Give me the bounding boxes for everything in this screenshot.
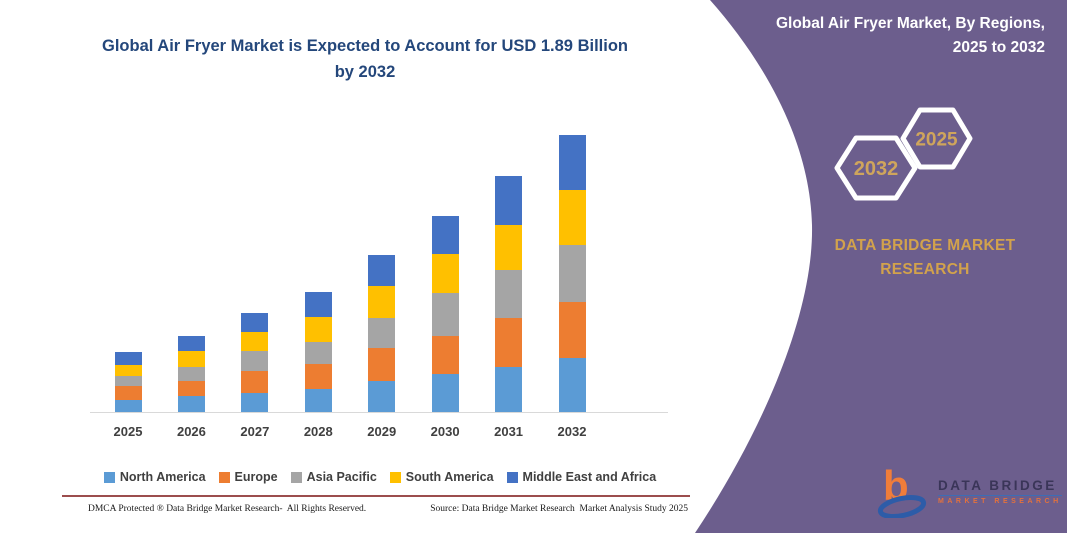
bar-segment-2027-asia-pacific (241, 350, 269, 371)
bar-segment-2028-europe (304, 363, 332, 389)
bar-segment-2031-europe (495, 318, 523, 367)
bar-segment-2032-asia-pacific (558, 245, 586, 303)
hexagon-2025 (900, 107, 973, 170)
x-axis-label-2028: 2028 (303, 424, 333, 439)
bar-segment-2032-europe (558, 302, 586, 358)
hexagon-2032 (834, 135, 918, 201)
footer-rule (62, 495, 690, 497)
hexagon-year-badges: 2032 2025 (834, 107, 973, 201)
legend-label: Middle East and Africa (522, 470, 657, 484)
legend-swatch-icon (218, 471, 230, 483)
bar-segment-2030-south-america (431, 253, 459, 294)
bar-2029 (368, 255, 396, 412)
bar-2028 (304, 291, 332, 412)
bar-2032 (558, 135, 586, 412)
bar-segment-2029-south-america (368, 286, 396, 319)
bar-segment-2026-middle-east-and-africa (177, 336, 205, 351)
x-axis-label-2030: 2030 (430, 424, 460, 439)
legend-item-south-america: South America (389, 470, 494, 484)
bar-segment-2029-north-america (368, 381, 396, 412)
dmca-notice: DMCA Protected ® Data Bridge Market Rese… (88, 504, 367, 514)
stacked-bar-plot (97, 120, 669, 412)
bar-segment-2031-north-america (495, 366, 523, 412)
panel-title: Global Air Fryer Market, By Regions, 202… (775, 15, 1045, 57)
bar-2030 (431, 215, 459, 412)
bar-segment-2028-south-america (304, 316, 332, 342)
legend-item-europe: Europe (218, 470, 278, 484)
legend-item-north-america: North America (103, 470, 206, 484)
bar-segment-2026-north-america (177, 395, 205, 412)
bar-segment-2027-south-america (241, 331, 269, 351)
x-axis-label-2029: 2029 (367, 424, 397, 439)
legend-swatch-icon (389, 471, 401, 483)
hexagon-back-year: 2032 (854, 158, 899, 180)
bar-segment-2028-asia-pacific (304, 341, 332, 364)
bar-segment-2029-middle-east-and-africa (368, 255, 396, 287)
bar-segment-2028-north-america (304, 388, 332, 412)
x-axis-labels: 2025 2026 2027 2028 2029 2030 2031 2032 (97, 424, 669, 444)
bar-segment-2026-asia-pacific (177, 366, 205, 382)
bar-segment-2032-south-america (558, 189, 586, 246)
bar-segment-2025-south-america (114, 365, 142, 376)
bar-segment-2028-middle-east-and-africa (304, 291, 332, 317)
logo-text: DATA BRIDGE MARKET RESEARCH (938, 478, 1062, 505)
bar-segment-2027-middle-east-and-africa (241, 312, 269, 332)
legend-item-middle-east-and-africa: Middle East and Africa (506, 470, 657, 484)
legend-swatch-icon (103, 471, 115, 483)
x-axis-label-2027: 2027 (240, 424, 270, 439)
bar-segment-2027-europe (241, 371, 269, 393)
hexagon-front-year: 2025 (915, 130, 958, 151)
logo-divider (938, 494, 1062, 496)
logo-swoosh-icon (877, 495, 927, 518)
bar-segment-2030-asia-pacific (431, 293, 459, 336)
bar-segment-2025-north-america (114, 400, 142, 412)
chart-legend: North America Europe Asia Pacific South Ame… (60, 470, 700, 484)
company-logo: b DATA BRIDGE MARKET RESEARCH (876, 461, 1062, 521)
bar-segment-2031-south-america (495, 224, 523, 271)
bar-segment-2031-middle-east-and-africa (495, 176, 523, 225)
bar-segment-2031-asia-pacific (495, 270, 523, 319)
logo-subtitle: MARKET RESEARCH (938, 497, 1062, 505)
bar-segment-2029-europe (368, 347, 396, 382)
bar-2027 (241, 312, 269, 412)
bar-segment-2025-europe (114, 385, 142, 401)
legend-label: Europe (234, 470, 278, 484)
bar-2025 (114, 352, 142, 412)
legend-label: South America (405, 470, 494, 484)
logo-title: DATA BRIDGE (938, 477, 1057, 493)
bar-segment-2030-europe (431, 335, 459, 374)
data-bridge-logo-icon: b (877, 464, 927, 518)
x-axis-label-2031: 2031 (494, 424, 524, 439)
bar-segment-2027-north-america (241, 393, 269, 412)
bar-2026 (177, 336, 205, 412)
bar-segment-2026-south-america (177, 350, 205, 367)
legend-swatch-icon (506, 471, 518, 483)
x-axis-label-2032: 2032 (557, 424, 587, 439)
bar-segment-2025-asia-pacific (114, 375, 142, 386)
bar-segment-2032-north-america (558, 357, 586, 412)
x-axis-label-2025: 2025 (113, 424, 143, 439)
legend-item-asia-pacific: Asia Pacific (290, 470, 377, 484)
bar-segment-2026-europe (177, 381, 205, 396)
bar-segment-2030-middle-east-and-africa (431, 215, 459, 254)
brand-heading: DATA BRIDGE MARKET RESEARCH (834, 237, 1016, 279)
legend-label: North America (119, 470, 206, 484)
legend-swatch-icon (290, 471, 302, 483)
footer: DMCA Protected ® Data Bridge Market Rese… (88, 504, 688, 514)
chart-title: Global Air Fryer Market is Expected to A… (102, 37, 628, 81)
bar-segment-2030-north-america (431, 373, 459, 412)
bar-segment-2032-middle-east-and-africa (558, 135, 586, 190)
bar-2031 (495, 176, 523, 412)
bar-segment-2025-middle-east-and-africa (114, 352, 142, 366)
legend-label: Asia Pacific (306, 470, 377, 484)
x-axis-label-2026: 2026 (176, 424, 206, 439)
source-note: Source: Data Bridge Market Research Mark… (430, 504, 688, 514)
x-axis-line (90, 412, 668, 413)
bar-segment-2029-asia-pacific (368, 318, 396, 348)
purple-panel-background (695, 0, 1067, 533)
